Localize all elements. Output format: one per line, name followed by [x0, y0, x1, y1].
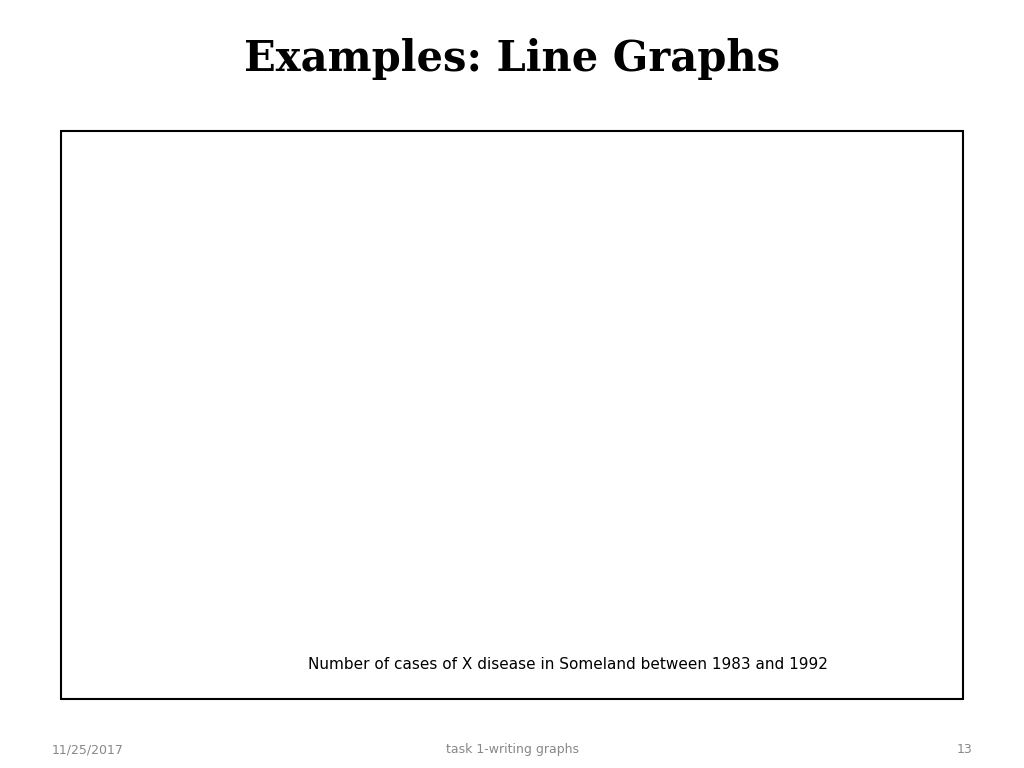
Text: Number of cases of X disease in Someland between 1983 and 1992: Number of cases of X disease in Someland…: [308, 657, 828, 672]
Text: Examples: Line Graphs: Examples: Line Graphs: [244, 38, 780, 81]
Text: 11/25/2017: 11/25/2017: [51, 743, 123, 756]
Text: task 1-writing graphs: task 1-writing graphs: [445, 743, 579, 756]
Text: 13: 13: [957, 743, 973, 756]
